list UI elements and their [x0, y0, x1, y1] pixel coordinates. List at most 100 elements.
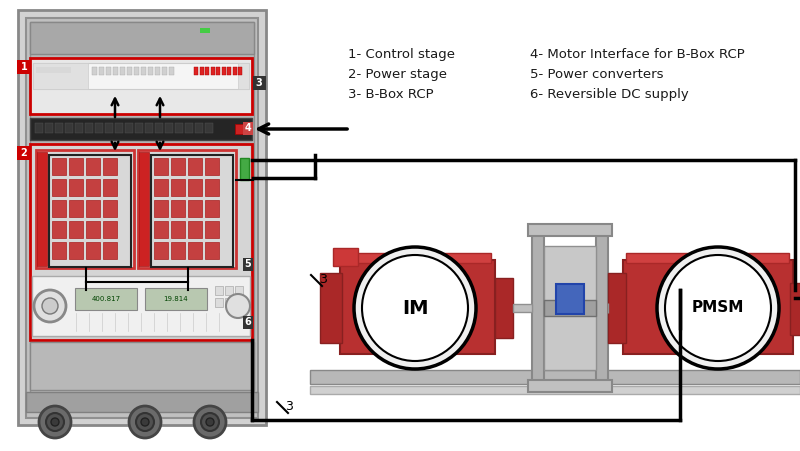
Bar [225, 286, 233, 295]
Bar [238, 63, 249, 89]
Bar [225, 298, 233, 307]
Bar [556, 284, 584, 314]
Bar [103, 158, 117, 175]
Bar [52, 221, 66, 238]
Bar [243, 316, 253, 329]
Bar [238, 67, 242, 75]
Circle shape [201, 413, 219, 431]
Bar [75, 288, 137, 310]
Bar [103, 179, 117, 196]
Bar [37, 152, 47, 266]
Bar [45, 123, 53, 133]
Bar [532, 230, 544, 386]
Bar [171, 158, 185, 175]
Bar [320, 273, 342, 343]
Bar [162, 67, 167, 75]
Bar [154, 158, 168, 175]
Bar [544, 300, 596, 316]
Bar [139, 152, 149, 266]
Text: 6- Reversible DC supply: 6- Reversible DC supply [530, 88, 689, 101]
Bar [33, 63, 88, 89]
Bar [30, 118, 252, 140]
Text: 1: 1 [21, 62, 27, 72]
Bar [171, 242, 185, 259]
Bar [138, 150, 236, 268]
Text: 6: 6 [245, 317, 251, 327]
Bar [86, 158, 100, 175]
Bar [171, 221, 185, 238]
Bar [145, 288, 207, 310]
Bar [171, 179, 185, 196]
Text: 3: 3 [285, 400, 293, 413]
Bar [243, 122, 253, 135]
Bar [106, 67, 111, 75]
Bar [154, 242, 168, 259]
Bar [194, 67, 198, 75]
Circle shape [362, 255, 468, 361]
Bar [151, 155, 233, 267]
Bar [205, 67, 209, 75]
Bar [86, 179, 100, 196]
Bar [127, 67, 132, 75]
Bar [188, 158, 202, 175]
Bar [30, 22, 254, 54]
Circle shape [34, 290, 66, 322]
Bar [169, 67, 174, 75]
Bar [32, 146, 250, 276]
Bar [596, 230, 608, 386]
Text: 2- Power stage: 2- Power stage [348, 68, 447, 81]
Text: 3- B-Box RCP: 3- B-Box RCP [348, 88, 434, 101]
Bar [75, 123, 83, 133]
Text: 2: 2 [21, 148, 27, 158]
Bar [155, 67, 160, 75]
Bar [141, 67, 146, 75]
Bar [215, 286, 223, 295]
Bar [69, 179, 83, 196]
Bar [92, 67, 97, 75]
Bar [52, 179, 66, 196]
Circle shape [42, 298, 58, 314]
Bar [205, 123, 213, 133]
Bar [52, 200, 66, 217]
Bar [18, 10, 266, 425]
Bar [17, 60, 31, 74]
Bar [85, 123, 93, 133]
Bar [528, 224, 612, 236]
Circle shape [665, 255, 771, 361]
Bar [134, 67, 139, 75]
Circle shape [51, 418, 59, 426]
Bar [105, 123, 113, 133]
Bar [145, 123, 153, 133]
Circle shape [141, 418, 149, 426]
Bar [33, 63, 249, 89]
Bar [790, 283, 800, 335]
Circle shape [46, 413, 64, 431]
Bar [30, 58, 252, 114]
Bar [165, 123, 173, 133]
Bar [235, 286, 243, 295]
Bar [115, 123, 123, 133]
Bar [240, 158, 249, 180]
Bar [120, 67, 125, 75]
Bar [125, 123, 133, 133]
Bar [188, 200, 202, 217]
Bar [30, 22, 254, 410]
Bar [154, 179, 168, 196]
Bar [205, 158, 219, 175]
Bar [235, 298, 243, 307]
Bar [216, 67, 220, 75]
Bar [222, 67, 226, 75]
Text: 5: 5 [245, 259, 251, 269]
Bar [623, 260, 793, 354]
Text: 400.817: 400.817 [91, 296, 121, 302]
Bar [103, 242, 117, 259]
Bar [26, 392, 258, 412]
Bar [253, 76, 266, 90]
Bar [310, 386, 800, 394]
Bar [30, 342, 254, 390]
Bar [55, 123, 63, 133]
Bar [195, 123, 203, 133]
Bar [95, 123, 103, 133]
Bar [205, 179, 219, 196]
Bar [333, 248, 358, 266]
